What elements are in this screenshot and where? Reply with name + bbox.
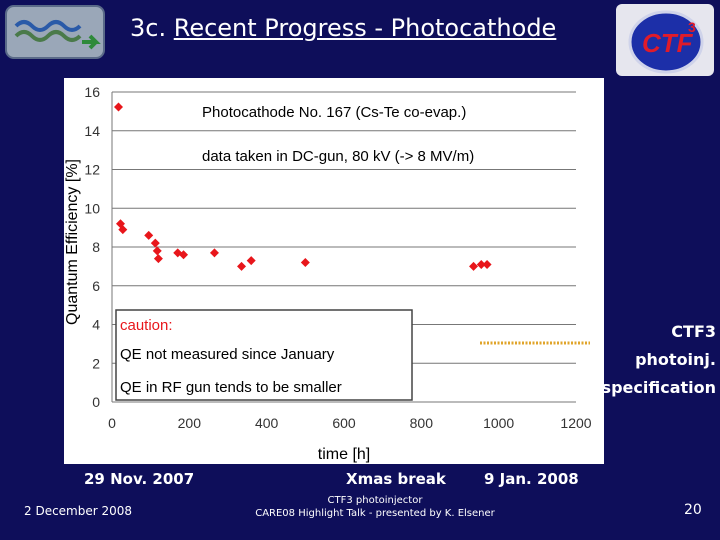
legend-marker — [114, 102, 123, 112]
data-point — [469, 261, 479, 271]
annotation-xmas: Xmas break — [346, 470, 446, 488]
y-tick-label: 16 — [84, 84, 100, 100]
data-point — [237, 261, 247, 271]
annotation-jan: 9 Jan. 2008 — [484, 470, 579, 488]
caution-box-frame — [115, 309, 413, 401]
chart-legend: Photocathode No. 167 (Cs-Te co-evap.) — [114, 102, 466, 121]
data-points — [116, 219, 492, 271]
caution-box: caution: QE not measured since January Q… — [115, 309, 413, 401]
data-point — [476, 259, 486, 269]
data-point — [300, 258, 310, 267]
footer-center: CTF3 photoinjector CARE08 Highlight Talk… — [220, 494, 530, 520]
ctf3-logo: CTF 3 — [612, 0, 718, 80]
y-tick-label: 6 — [92, 278, 100, 294]
slide-title: 3c. Recent Progress - Photocathode — [130, 14, 556, 42]
caution-line-1: QE not measured since January — [120, 346, 335, 363]
y-tick-label: 10 — [84, 200, 100, 216]
ctf3-logo-text: CTF — [642, 28, 694, 58]
caution-line-2: QE in RF gun tends to be smaller — [120, 379, 342, 396]
x-axis-label: time [h] — [318, 446, 370, 463]
spec-label: CTF3 photoinj. specification — [588, 318, 716, 402]
care-logo — [2, 2, 108, 62]
data-point — [209, 248, 219, 258]
y-axis-label: Quantum Efficiency [%] — [64, 159, 81, 325]
chart-axes — [111, 92, 576, 403]
x-tick-label: 600 — [332, 415, 356, 431]
qe-chart: 0 2 4 6 8 10 12 14 16 0 200 400 600 800 1000 1200 Quant… — [64, 78, 604, 464]
x-tick-label: 1200 — [560, 415, 591, 431]
footer-date: 2 December 2008 — [24, 504, 133, 518]
y-tick-label: 12 — [84, 162, 100, 178]
ctf3-logo-sup: 3 — [688, 19, 696, 35]
x-tick-label: 1000 — [483, 415, 514, 431]
page-number: 20 — [684, 502, 702, 518]
y-tick-label: 4 — [92, 317, 100, 333]
chart-grid — [112, 91, 576, 364]
data-point — [482, 259, 492, 269]
data-point — [179, 250, 189, 260]
data-point — [153, 254, 163, 264]
chart-title: Photocathode No. 167 (Cs-Te co-evap.) — [202, 104, 466, 121]
caution-title: caution: — [120, 317, 173, 334]
data-point — [118, 225, 128, 235]
footer-line-2: CARE08 Highlight Talk - presented by K. … — [255, 508, 495, 519]
x-tick-label: 200 — [178, 415, 202, 431]
x-tick-label: 800 — [410, 415, 434, 431]
y-tick-label: 0 — [92, 394, 100, 410]
x-tick-label: 0 — [108, 415, 116, 431]
spec-label-line-1: CTF3 photoinj. — [635, 322, 716, 369]
data-point — [246, 256, 256, 266]
spec-label-line-2: specification — [601, 378, 716, 397]
slide-title-text: Recent Progress - Photocathode — [173, 14, 557, 42]
data-point — [144, 230, 154, 240]
y-tick-label: 2 — [92, 355, 100, 371]
y-tick-label: 14 — [84, 123, 100, 139]
chart-background — [64, 78, 604, 464]
chart-subtitle: data taken in DC-gun, 80 kV (-> 8 MV/m) — [202, 148, 474, 165]
slide-title-prefix: 3c. — [130, 14, 167, 42]
spec-line — [480, 341, 590, 345]
data-point — [173, 248, 183, 258]
y-tick-label: 8 — [92, 239, 100, 255]
footer-line-1: CTF3 photoinjector — [327, 495, 423, 506]
chart-ticks: 0 2 4 6 8 10 12 14 16 0 200 400 600 800 1000 1200 — [84, 84, 591, 431]
data-point — [150, 238, 160, 248]
annotation-nov: 29 Nov. 2007 — [84, 470, 195, 488]
x-tick-label: 400 — [255, 415, 279, 431]
data-point — [152, 246, 162, 256]
